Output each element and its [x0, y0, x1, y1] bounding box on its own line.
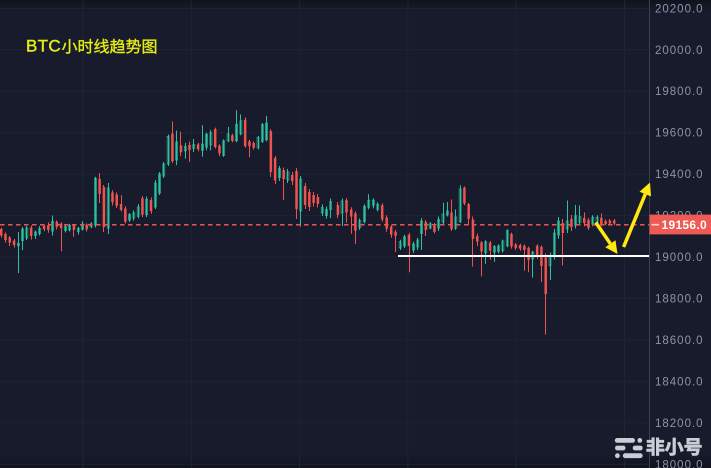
svg-text:BTC: BTC: [26, 37, 61, 56]
svg-text:19600.0: 19600.0: [655, 128, 704, 140]
svg-text:18400.0: 18400.0: [655, 376, 704, 388]
svg-text:18600.0: 18600.0: [655, 335, 704, 347]
svg-text:19000.0: 19000.0: [655, 252, 704, 264]
svg-text:19800.0: 19800.0: [655, 86, 704, 98]
svg-text:18800.0: 18800.0: [655, 294, 704, 306]
svg-text:20200.0: 20200.0: [655, 3, 704, 15]
svg-text:18200.0: 18200.0: [655, 418, 704, 430]
svg-text:19400.0: 19400.0: [655, 169, 704, 181]
svg-text:20000.0: 20000.0: [655, 45, 704, 57]
svg-text:19156.0: 19156.0: [662, 218, 708, 232]
svg-text:18000.0: 18000.0: [655, 459, 704, 468]
